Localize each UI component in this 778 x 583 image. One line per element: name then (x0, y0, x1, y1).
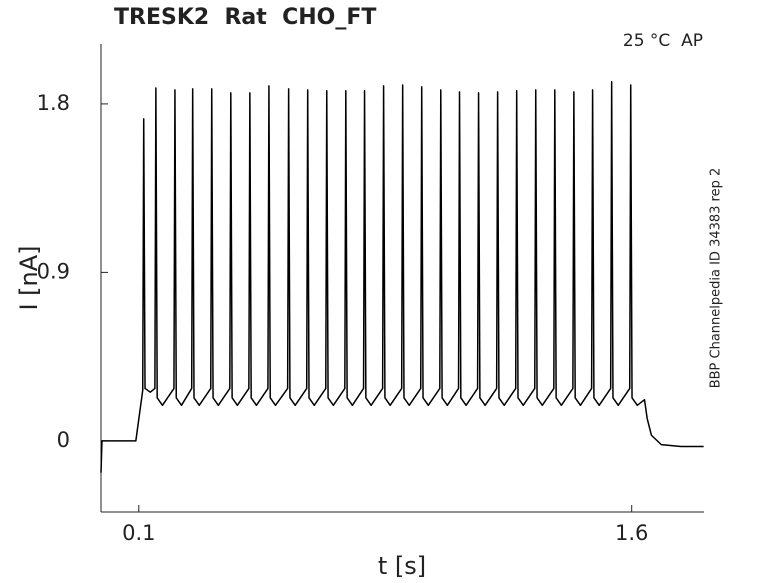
x-axis-label: t [s] (378, 552, 426, 580)
y-tick-label: 0 (57, 428, 70, 452)
annotation: 25 °C AP (623, 31, 703, 51)
y-tick-label: 1.8 (37, 91, 70, 115)
trace-line (100, 81, 704, 473)
x-tick-label: 0.1 (122, 521, 155, 545)
y-axis-label: I [nA] (15, 245, 43, 310)
side-label: BBP Channelpedia ID 34383 rep 2 (709, 168, 724, 389)
chart-title: TRESK2 Rat CHO_FT (114, 5, 376, 30)
y-tick-label: 0.9 (37, 259, 70, 283)
x-tick-label: 1.6 (615, 521, 648, 545)
